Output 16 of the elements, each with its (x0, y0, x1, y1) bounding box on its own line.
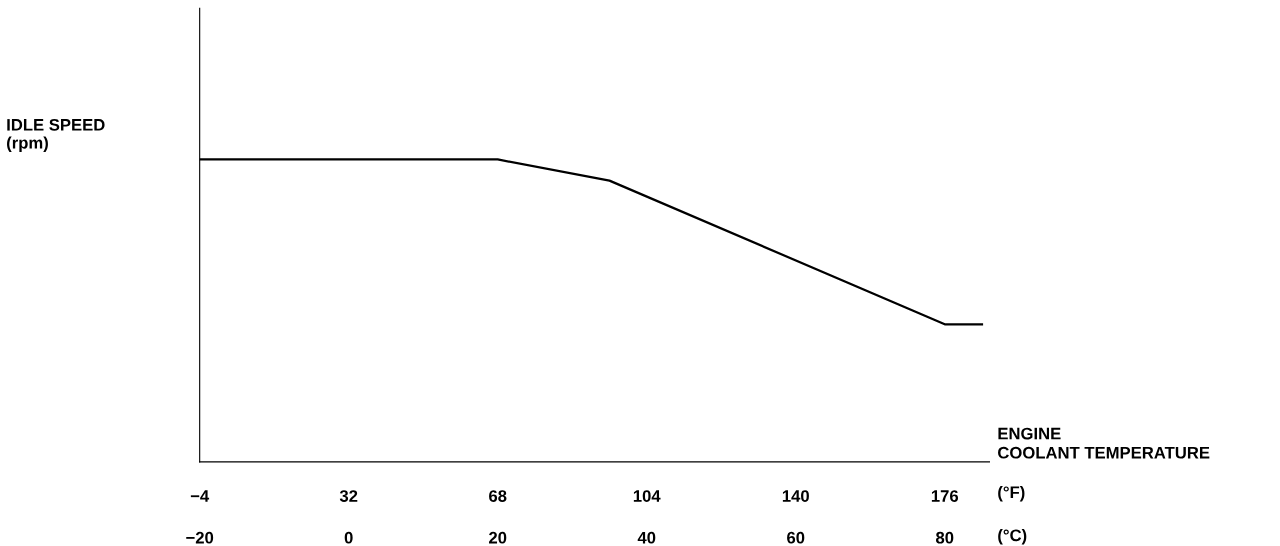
x2-tick-label: 176 (931, 490, 959, 502)
x-tick-label: 0 (344, 531, 353, 544)
x2-tick-label: 104 (633, 490, 661, 502)
x2-tick-label: 32 (339, 490, 358, 502)
x-tick-label: 80 (936, 531, 954, 544)
y-axis-title: IDLE SPEED (rpm) (7, 118, 105, 152)
x-tick-label: 40 (637, 531, 656, 544)
x2-tick-label: 140 (782, 490, 809, 502)
x-axis-title: ENGINE COOLANT TEMPERATURE (998, 427, 1210, 459)
x-tick-label: −20 (186, 531, 214, 544)
text: (°C) (998, 529, 1027, 545)
x2-axis-title: (°F) (998, 485, 1025, 502)
x2-tick-label: 68 (489, 490, 507, 502)
x2-tick-label: −4 (190, 490, 210, 502)
x-tick-label: 60 (787, 531, 805, 544)
x-tick-label: 20 (489, 531, 507, 544)
